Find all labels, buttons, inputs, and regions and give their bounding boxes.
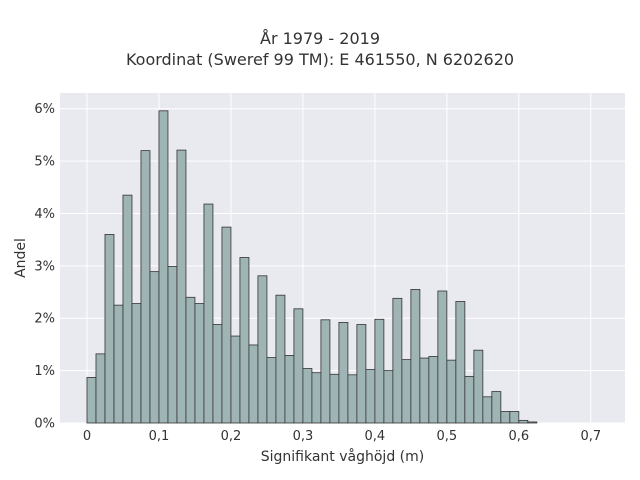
histogram-bar bbox=[239, 257, 250, 424]
histogram-bar bbox=[275, 294, 286, 424]
x-tick-label: 0,5 bbox=[437, 429, 458, 444]
x-axis-title: Signifikant våghöjd (m) bbox=[261, 448, 424, 465]
histogram-bar bbox=[176, 149, 187, 424]
histogram-bar bbox=[527, 421, 538, 424]
histogram-bar bbox=[356, 324, 367, 424]
histogram-bar bbox=[500, 411, 511, 424]
histogram-bar bbox=[257, 275, 268, 424]
histogram-bar bbox=[212, 324, 223, 424]
histogram-bar bbox=[473, 349, 484, 424]
y-tick-label: 6% bbox=[34, 102, 55, 117]
x-tick-label: 0,3 bbox=[293, 429, 314, 444]
y-tick-label: 3% bbox=[34, 259, 55, 274]
grid-lines bbox=[60, 93, 625, 424]
y-tick-label: 4% bbox=[34, 207, 55, 222]
x-tick-label: 0 bbox=[83, 429, 91, 444]
histogram-bar bbox=[518, 419, 529, 424]
histogram-bar bbox=[329, 373, 340, 424]
x-tick-label: 0,6 bbox=[508, 429, 529, 444]
histogram-bar bbox=[383, 370, 394, 424]
x-tick-label: 0,4 bbox=[365, 429, 386, 444]
histogram-bar bbox=[428, 356, 439, 424]
histogram-bar bbox=[149, 271, 160, 424]
bars bbox=[86, 110, 538, 424]
histogram-bar bbox=[113, 304, 124, 424]
histogram-bar bbox=[509, 411, 520, 424]
histogram-bar bbox=[311, 372, 322, 424]
histogram-bar bbox=[455, 301, 466, 424]
histogram-bar bbox=[374, 318, 385, 424]
histogram-bar bbox=[338, 322, 349, 424]
chart-subtitle: Koordinat (Sweref 99 TM): E 461550, N 62… bbox=[125, 50, 515, 69]
histogram-bar bbox=[320, 319, 331, 424]
histogram-bar bbox=[482, 396, 493, 424]
histogram-bar bbox=[203, 203, 214, 424]
y-tick-label: 1% bbox=[34, 364, 55, 379]
x-axis-ticks: 0 0,1 0,2 0,3 0,4 0,5 0,6 0,7 bbox=[83, 429, 601, 444]
histogram-bar bbox=[437, 290, 448, 424]
y-tick-label: 0% bbox=[34, 417, 55, 432]
x-tick-label: 0,2 bbox=[221, 429, 242, 444]
x-tick-label: 0,1 bbox=[149, 429, 170, 444]
histogram-bar bbox=[401, 359, 412, 424]
histogram-bar bbox=[392, 297, 403, 424]
histogram-bar bbox=[185, 296, 196, 424]
histogram-bar bbox=[302, 368, 313, 424]
histogram-bar bbox=[131, 303, 142, 424]
histogram-bar bbox=[410, 289, 421, 424]
histogram-bar bbox=[230, 335, 241, 424]
x-tick-label: 0,7 bbox=[580, 429, 601, 444]
histogram-bar bbox=[491, 391, 502, 424]
histogram-bar bbox=[266, 357, 277, 424]
histogram-bar bbox=[140, 150, 151, 424]
histogram-bar bbox=[446, 359, 457, 424]
y-tick-label: 5% bbox=[34, 155, 55, 170]
y-axis-ticks: 0% 1% 2% 3% 4% 5% 6% bbox=[34, 102, 55, 431]
histogram-bar bbox=[419, 357, 430, 424]
histogram-bar bbox=[95, 353, 106, 424]
histogram-bar bbox=[86, 377, 97, 424]
chart-title: År 1979 - 2019 bbox=[260, 29, 380, 48]
y-tick-label: 2% bbox=[34, 312, 55, 327]
histogram-bar bbox=[248, 344, 259, 424]
histogram-bar bbox=[284, 355, 295, 424]
histogram-bar bbox=[194, 303, 205, 424]
histogram-bar bbox=[221, 226, 232, 424]
histogram-bar bbox=[293, 308, 304, 424]
histogram-bar bbox=[104, 234, 115, 424]
histogram-bar bbox=[122, 194, 133, 424]
histogram-bar bbox=[158, 110, 169, 424]
histogram-bar bbox=[347, 374, 358, 424]
histogram-bar bbox=[365, 369, 376, 424]
histogram-bar bbox=[167, 265, 178, 424]
histogram-bar bbox=[464, 375, 475, 424]
y-axis-title: Andel bbox=[13, 238, 29, 278]
